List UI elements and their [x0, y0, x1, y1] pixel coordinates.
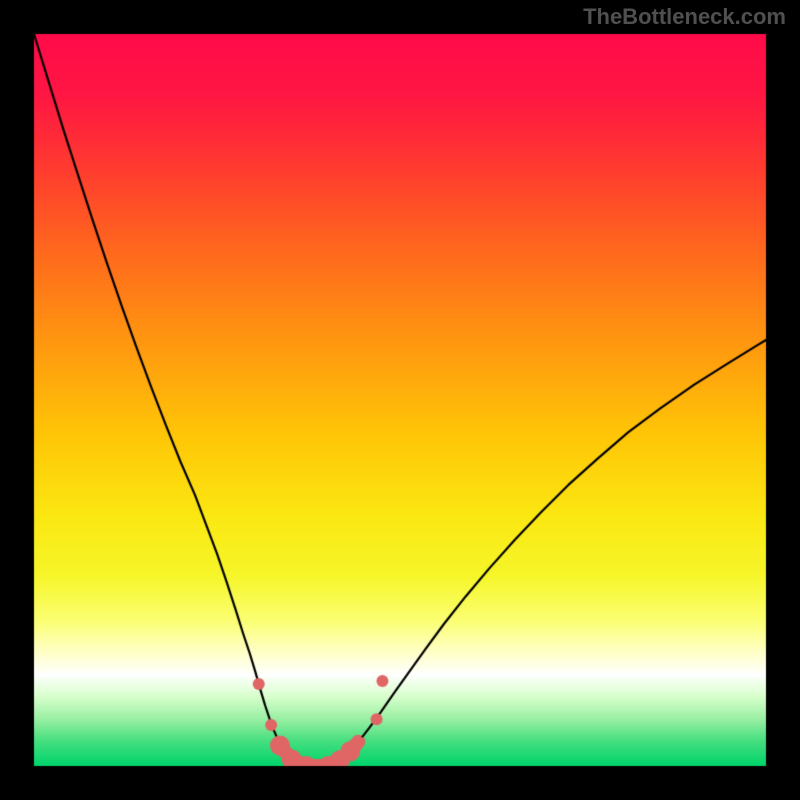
bottleneck-chart-canvas [0, 0, 800, 800]
chart-stage: TheBottleneck.com [0, 0, 800, 800]
watermark-text: TheBottleneck.com [583, 4, 786, 30]
